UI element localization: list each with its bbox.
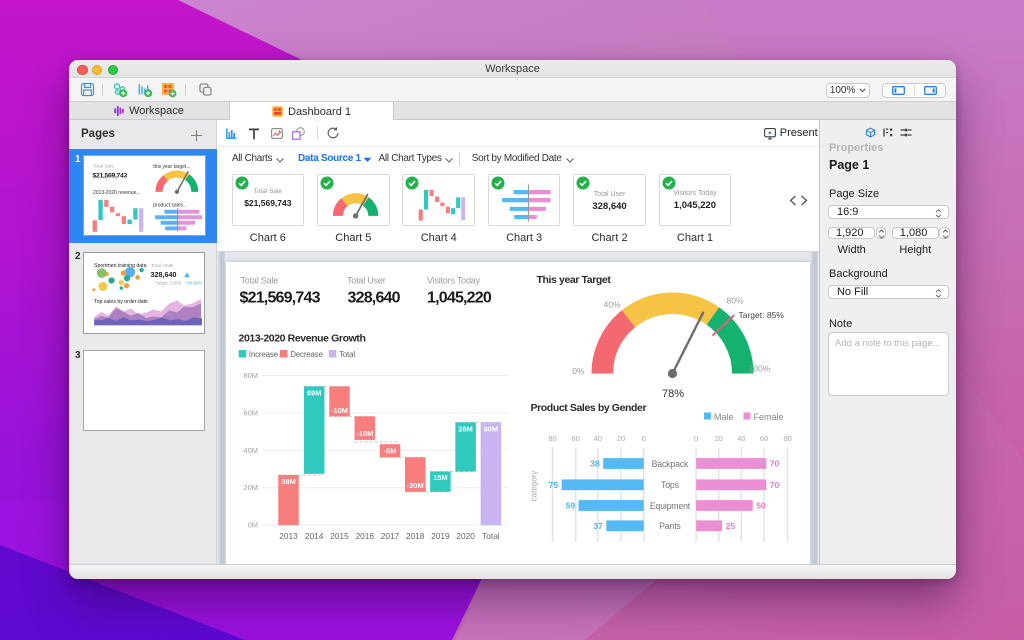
svg-text:2013-2020 revenue...: 2013-2020 revenue... <box>93 190 141 196</box>
svg-text:$21,569,743: $21,569,743 <box>93 173 128 180</box>
svg-text:-5M: -5M <box>383 447 396 456</box>
svg-text:+95.00%: +95.00% <box>185 280 203 285</box>
svg-text:2013: 2013 <box>279 531 298 541</box>
svg-text:-10M: -10M <box>330 406 347 415</box>
svg-text:25: 25 <box>725 521 735 531</box>
svg-text:60M: 60M <box>243 408 258 417</box>
svg-text:Total Sale: Total Sale <box>93 164 114 170</box>
svg-text:Top sales by order date: Top sales by order date <box>94 299 148 305</box>
svg-text:this year target...: this year target... <box>153 164 190 170</box>
svg-text:Decrease: Decrease <box>290 350 323 359</box>
svg-text:Increase: Increase <box>248 350 278 359</box>
svg-text:0: 0 <box>641 434 645 443</box>
svg-text:Equipment: Equipment <box>649 501 690 511</box>
svg-text:Female: Female <box>753 412 783 422</box>
svg-text:15M: 15M <box>433 473 448 482</box>
svg-text:Pants: Pants <box>659 521 681 531</box>
svg-text:37: 37 <box>593 521 603 531</box>
svg-text:$21,569,743: $21,569,743 <box>239 290 320 307</box>
svg-text:-20M: -20M <box>406 481 423 490</box>
svg-text:40: 40 <box>737 434 745 443</box>
svg-text:20: 20 <box>616 434 624 443</box>
svg-text:40%: 40% <box>603 300 620 310</box>
svg-text:20M: 20M <box>243 483 258 492</box>
svg-text:2013-2020 Revenue Growth: 2013-2020 Revenue Growth <box>238 333 365 345</box>
svg-text:60: 60 <box>759 434 767 443</box>
svg-text:Total Sale: Total Sale <box>240 276 278 286</box>
svg-text:2019: 2019 <box>431 531 450 541</box>
svg-text:2016: 2016 <box>355 531 374 541</box>
svg-text:2018: 2018 <box>405 531 424 541</box>
svg-text:328,640: 328,640 <box>150 270 176 279</box>
svg-text:20: 20 <box>714 434 722 443</box>
svg-text:80: 80 <box>783 434 791 443</box>
svg-text:0M: 0M <box>247 521 257 530</box>
svg-text:Target: 3,000: Target: 3,000 <box>155 280 181 285</box>
svg-text:2014: 2014 <box>304 531 323 541</box>
svg-text:2020: 2020 <box>456 531 475 541</box>
svg-text:78%: 78% <box>661 388 683 400</box>
svg-text:80: 80 <box>548 434 556 443</box>
svg-text:1,045,220: 1,045,220 <box>427 290 492 307</box>
svg-text:category: category <box>529 471 538 502</box>
svg-text:60: 60 <box>571 434 579 443</box>
svg-text:Total User: Total User <box>347 276 386 286</box>
svg-text:Backpack: Backpack <box>651 459 688 469</box>
svg-text:69M: 69M <box>306 389 321 398</box>
svg-text:38: 38 <box>590 459 600 469</box>
svg-text:59: 59 <box>565 501 575 511</box>
svg-text:Male: Male <box>714 412 734 422</box>
svg-text:Target: 85%: Target: 85% <box>738 310 784 320</box>
svg-text:70: 70 <box>769 480 779 490</box>
svg-text:100%: 100% <box>748 364 770 374</box>
svg-text:50: 50 <box>756 501 766 511</box>
svg-text:2015: 2015 <box>330 531 349 541</box>
svg-text:40: 40 <box>593 434 601 443</box>
svg-text:0: 0 <box>694 434 698 443</box>
svg-text:70: 70 <box>769 459 779 469</box>
svg-text:2017: 2017 <box>380 531 399 541</box>
svg-text:Total: Total <box>339 350 355 359</box>
svg-text:Total: Total <box>482 531 500 541</box>
svg-text:Total Units: Total Units <box>151 263 174 269</box>
svg-text:75: 75 <box>548 480 558 490</box>
svg-text:Tops: Tops <box>661 480 680 490</box>
svg-text:Visitors Today: Visitors Today <box>427 276 481 286</box>
svg-text:40M: 40M <box>243 446 258 455</box>
svg-text:80M: 80M <box>243 371 258 380</box>
svg-text:26M: 26M <box>458 425 473 434</box>
svg-text:-10M: -10M <box>356 429 373 438</box>
svg-text:80%: 80% <box>726 296 743 306</box>
svg-text:Sportmen training data: Sportmen training data <box>94 263 147 269</box>
svg-text:Product Sales by Gender: Product Sales by Gender <box>530 402 646 414</box>
svg-text:328,640: 328,640 <box>347 290 400 307</box>
svg-text:38M: 38M <box>281 477 296 486</box>
svg-text:90M: 90M <box>483 425 498 434</box>
svg-text:0%: 0% <box>572 366 585 376</box>
svg-text:This year Target: This year Target <box>536 274 611 286</box>
svg-text:product sales...: product sales... <box>153 203 187 209</box>
